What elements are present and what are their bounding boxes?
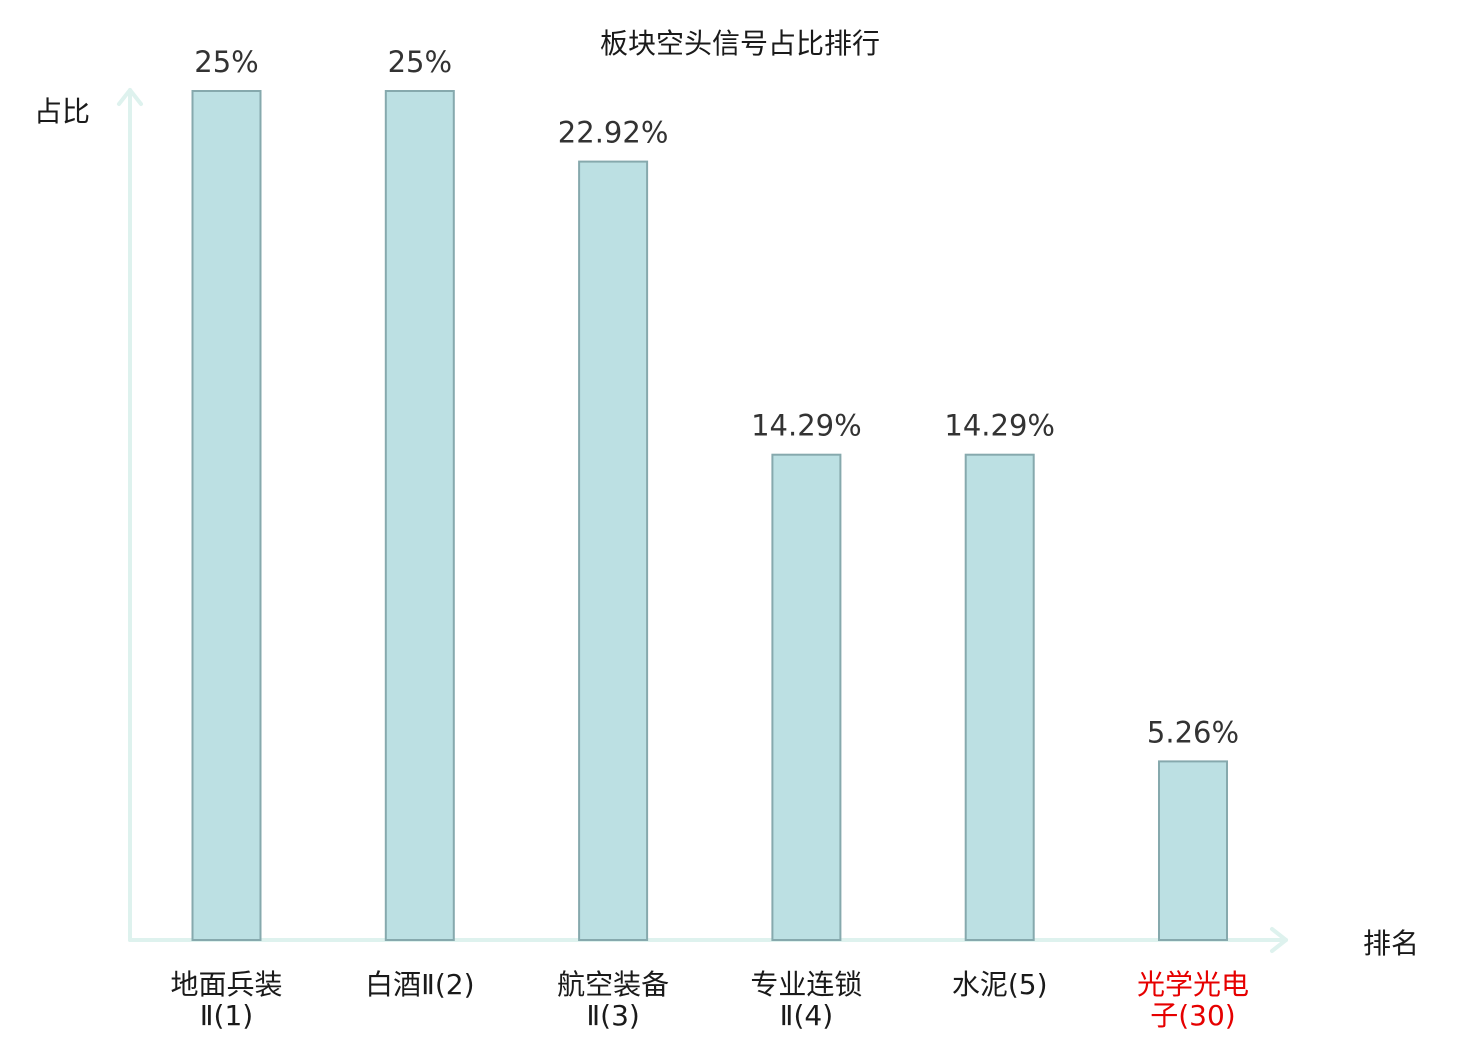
- y-axis: 占比: [34, 88, 143, 942]
- category-label-4-line-2: Ⅱ(4): [780, 999, 833, 1032]
- category-label-6-line-2: 子(30): [1150, 999, 1235, 1032]
- category-label-2-line-1: 白酒Ⅱ(2): [365, 968, 474, 1001]
- bar-3: [578, 160, 649, 942]
- value-label-2: 25%: [388, 45, 452, 79]
- value-label-6: 5.26%: [1147, 715, 1239, 749]
- category-label-1-line-2: Ⅱ(1): [200, 999, 253, 1032]
- category-label-3-line-2: Ⅱ(3): [586, 999, 639, 1032]
- value-label-4: 14.29%: [751, 409, 862, 443]
- bar-2: [384, 90, 455, 941]
- category-label-6: 光学光电子(30): [1137, 968, 1249, 1032]
- value-labels: 25% 25% 22.92% 14.29% 14.29% 5.26%: [194, 45, 1239, 749]
- category-label-1: 地面兵装 Ⅱ(1): [170, 968, 282, 1032]
- y-axis-arrow-icon: [117, 88, 143, 106]
- value-label-3: 22.92%: [558, 116, 669, 150]
- category-labels: 地面兵装 Ⅱ(1) 白酒Ⅱ(2) 航空装备 Ⅱ(3) 专业连锁 Ⅱ(4) 水泥(5) 光学光电子…: [170, 968, 1249, 1032]
- category-label-3-line-1: 航空装备: [557, 968, 669, 1001]
- category-label-4: 专业连锁 Ⅱ(4): [750, 968, 862, 1032]
- value-label-5: 14.29%: [944, 409, 1055, 443]
- x-axis-arrow-icon: [1270, 927, 1288, 953]
- bar-4: [771, 453, 842, 941]
- x-axis: 排名: [128, 927, 1419, 960]
- category-label-1-line-1: 地面兵装: [170, 968, 282, 1001]
- bars: [191, 90, 1228, 942]
- category-label-6-line-1: 光学光电: [1137, 968, 1249, 1001]
- bar-5: [964, 453, 1035, 941]
- category-label-5: 水泥(5): [952, 968, 1048, 1001]
- chart-title: 板块空头信号占比排行: [600, 27, 880, 60]
- category-label-4-line-1: 专业连锁: [750, 968, 862, 1001]
- bar-1: [191, 90, 262, 941]
- category-label-2: 白酒Ⅱ(2): [365, 968, 474, 1001]
- category-label-3: 航空装备 Ⅱ(3): [557, 968, 669, 1032]
- bar-6: [1158, 760, 1228, 942]
- x-axis-title: 排名: [1363, 927, 1419, 960]
- category-label-5-line-1: 水泥(5): [952, 968, 1048, 1001]
- y-axis-title: 占比: [34, 95, 90, 128]
- value-label-1: 25%: [194, 45, 258, 79]
